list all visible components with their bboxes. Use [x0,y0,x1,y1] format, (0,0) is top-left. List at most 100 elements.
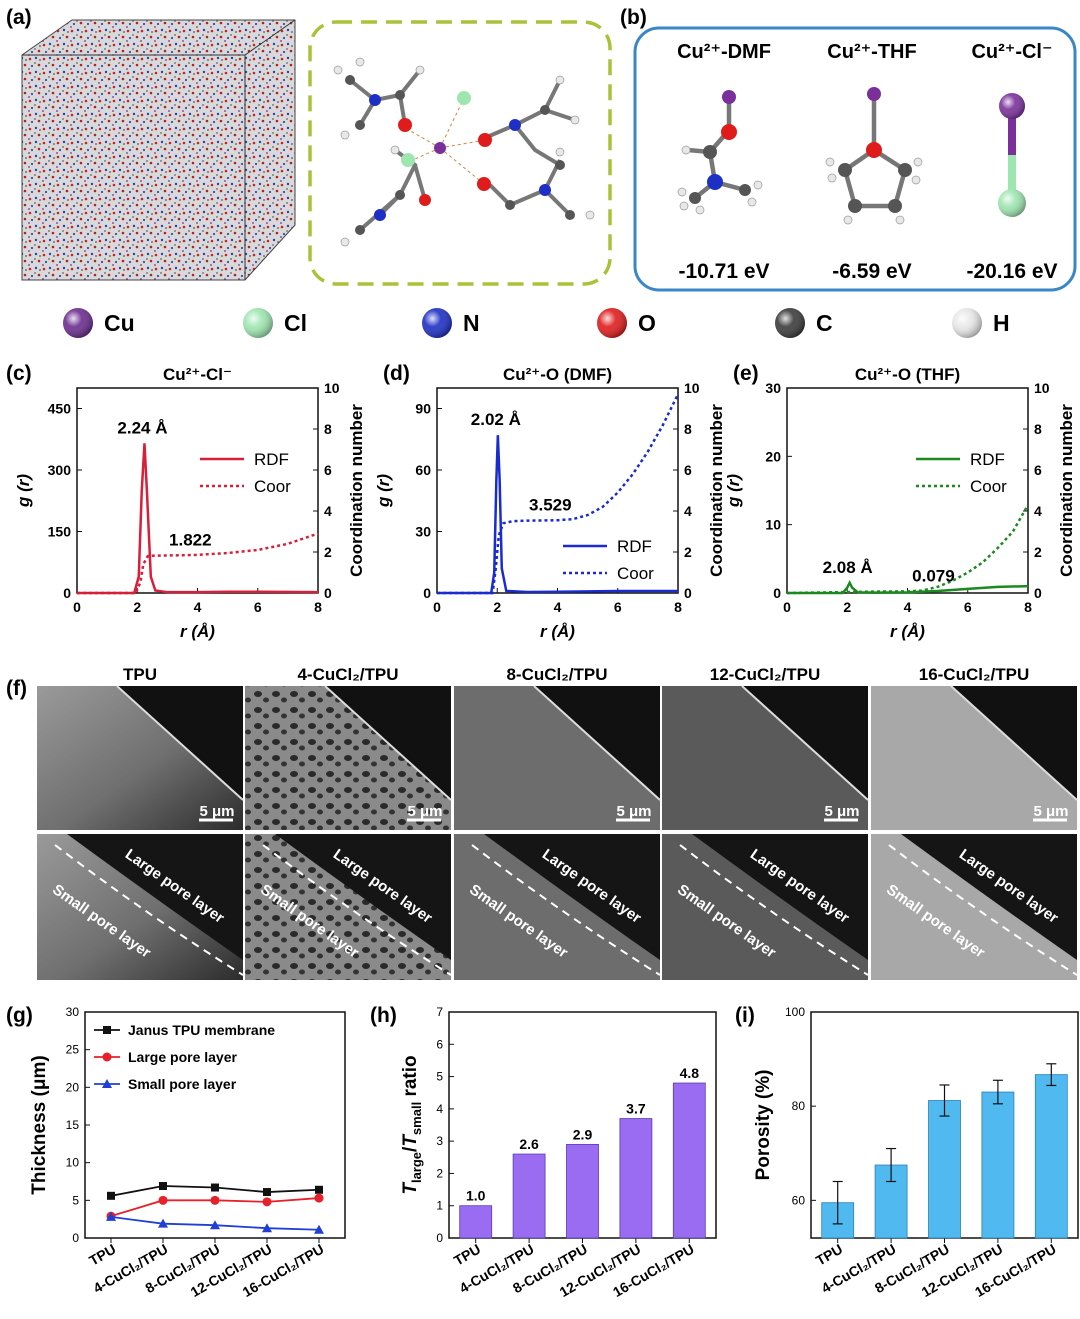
y-tick-label: 15 [66,1118,80,1132]
x-tick-label: 8 [314,599,322,615]
y2-tick-label: 8 [324,421,332,437]
x-tick-label: 0 [433,599,441,615]
legend-rdf-label: RDF [254,450,289,469]
x-tick-label: 6 [614,599,622,615]
x-tick-label: 2 [493,599,501,615]
sem-membrane-region [871,686,1077,830]
atom-swatch-shade [63,308,93,338]
data-point-square [263,1188,271,1197]
bar-value-label: 2.9 [573,1126,593,1142]
data-point-triangle [314,1224,324,1234]
legend-label: Small pore layer [128,1076,237,1092]
x-tick-label: TPU [813,1241,845,1269]
bar-0 [459,1205,493,1239]
y-axis-label-part: ratio [400,1055,421,1101]
panel-label-a: (a) [6,6,32,29]
y-axis-label: g (r) [374,474,393,508]
y-tick-label: 100 [785,1005,805,1019]
panel-label-b: (b) [620,6,647,29]
y-axis-label-part: large [409,1152,424,1183]
panel-label-i: (i) [735,1004,755,1027]
legend-marker [102,1079,112,1088]
y-tick-label: 20 [66,1080,80,1094]
legend-coor-label: Coor [617,564,654,583]
complex-group: Cu²⁺-DMF -10.71 eV Cu²⁺-THF -6.59 eV Cu²⁺-Cl… [677,41,1057,283]
coor-series-line [437,393,680,595]
y-tick-label: 60 [792,1193,806,1207]
x-tick-label: 4 [904,599,912,615]
layer-boundary-dashed [262,844,452,976]
legend-marker [102,1052,112,1062]
bar-2 [566,1143,599,1239]
y-tick-label: 0 [423,585,431,601]
atom-legend-label: Cl [284,310,307,336]
y2-tick-label: 6 [1034,462,1042,478]
y2-tick-label: 0 [324,585,332,601]
y-axis-label: Tlarge/Tsmall ratio [400,1055,424,1194]
sem-column-title-4: 16-CuCl₂/TPU [919,665,1030,684]
thickness-ratio-chart: 01234567TPU4-CuCl₂/TPU8-CuCl₂/TPU12-CuCl… [400,1005,717,1300]
data-point-triangle [262,1223,272,1233]
layer-boundary-dashed [471,844,661,976]
y2-axis-label: Coordination number [707,404,726,577]
x-tick-label: 8 [1024,599,1032,615]
panel-label-g: (g) [6,1004,33,1027]
y-axis-label-part: T [400,1182,421,1195]
x-axis-label: r (Å) [540,622,575,641]
panel-label-d: (d) [383,362,410,385]
y2-tick-label: 4 [1034,503,1042,519]
y2-tick-label: 0 [1034,585,1042,601]
panel-label-h: (h) [370,1004,397,1027]
binding-energy-0: -10.71 eV [678,260,769,283]
y-axis-label: Porosity (%) [753,1070,774,1181]
y-tick-label: 60 [415,462,431,478]
bar-value-label: 2.6 [519,1136,539,1152]
y2-tick-label: 10 [1034,380,1050,396]
y-tick-label: 30 [415,524,431,540]
y2-tick-label: 10 [684,380,700,396]
atom-swatch-shade [243,308,273,338]
y-tick-label: 0 [436,1231,443,1245]
solvation-structure-inset [308,20,612,286]
complex-name-2: Cu²⁺-Cl⁻ [971,41,1052,63]
panel-label-e: (e) [733,362,759,385]
y2-tick-label: 2 [684,544,692,560]
legend-rdf-label: RDF [970,450,1005,469]
y-axis-label: Thickness (μm) [29,1055,50,1194]
y-axis-label-part: T [400,1134,421,1147]
atom-legend-label: N [463,310,480,336]
atom-swatch-shade [597,308,627,338]
x-tick-label: 6 [964,599,972,615]
bar-4 [672,1082,706,1239]
y2-tick-label: 2 [1034,544,1042,560]
porosity-chart: 6080100TPU4-CuCl₂/TPU8-CuCl₂/TPU12-CuCl₂… [753,1005,1079,1300]
layer-boundary-dashed [888,844,1078,976]
bar-1 [512,1153,546,1239]
bar-value-label: 4.8 [680,1065,700,1081]
panel-label-f: (f) [6,677,27,700]
sem-membrane-edge [950,685,1078,801]
coordination-annotation: 3.529 [529,496,572,515]
x-tick-label: 0 [783,599,791,615]
atom-legend-label: C [816,310,833,336]
data-point-circle [210,1195,220,1205]
sem-membrane-edge [533,685,661,801]
scale-bar-label: 5 μm [1033,803,1068,820]
y-tick-label: 300 [48,462,72,478]
peak-annotation: 2.02 Å [471,410,521,429]
y-tick-label: 20 [765,448,781,464]
binding-energy-1: -6.59 eV [832,260,911,283]
complex-name-0: Cu²⁺-DMF [677,41,771,63]
y2-axis-label: Coordination number [347,404,366,577]
binding-energy-box [633,26,1077,292]
y2-tick-label: 8 [1034,421,1042,437]
bar-3 [981,1091,1015,1239]
y-tick-label: 2 [436,1166,443,1180]
chart-title: Cu²⁺-O (DMF) [503,365,612,384]
legend-coor-label: Coor [254,477,291,496]
atom-legend-label: Cu [104,310,135,336]
data-point-triangle [210,1220,220,1230]
